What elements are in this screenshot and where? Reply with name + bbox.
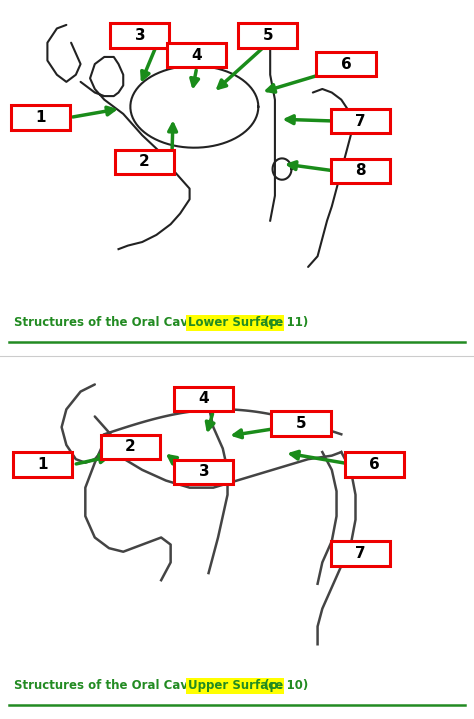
Text: 1: 1 [35, 110, 46, 125]
Text: (p. 11): (p. 11) [260, 316, 309, 329]
Text: Upper Surface: Upper Surface [188, 679, 283, 692]
Bar [11, 106, 70, 129]
Bar [100, 434, 160, 459]
Text: 1: 1 [37, 457, 48, 472]
Bar [238, 24, 297, 47]
Text: 4: 4 [199, 391, 209, 406]
Bar [13, 452, 72, 477]
Bar [110, 24, 169, 47]
Text: (p. 10): (p. 10) [260, 679, 309, 692]
Text: Structures of the Oral Cavity:: Structures of the Oral Cavity: [14, 316, 214, 329]
Bar [115, 150, 174, 174]
Bar [331, 541, 390, 566]
Text: 3: 3 [135, 28, 145, 43]
Bar [316, 52, 375, 76]
Text: 8: 8 [355, 163, 365, 178]
Text: 6: 6 [341, 57, 351, 72]
Text: 2: 2 [139, 155, 150, 170]
Bar [174, 387, 233, 411]
Text: 5: 5 [263, 28, 273, 43]
Bar [331, 159, 390, 183]
Text: 7: 7 [355, 546, 365, 561]
Text: 2: 2 [125, 439, 136, 454]
Bar [331, 109, 390, 133]
Bar [345, 452, 404, 477]
Text: Lower Surface: Lower Surface [188, 316, 283, 329]
Text: 6: 6 [369, 457, 380, 472]
Text: 5: 5 [296, 416, 306, 431]
Text: 7: 7 [355, 114, 365, 129]
Bar [271, 411, 331, 436]
Bar [167, 43, 226, 68]
Bar [174, 459, 233, 484]
Text: Structures of the Oral Cavity:: Structures of the Oral Cavity: [14, 679, 214, 692]
Text: 4: 4 [191, 47, 202, 63]
Text: 3: 3 [199, 464, 209, 479]
